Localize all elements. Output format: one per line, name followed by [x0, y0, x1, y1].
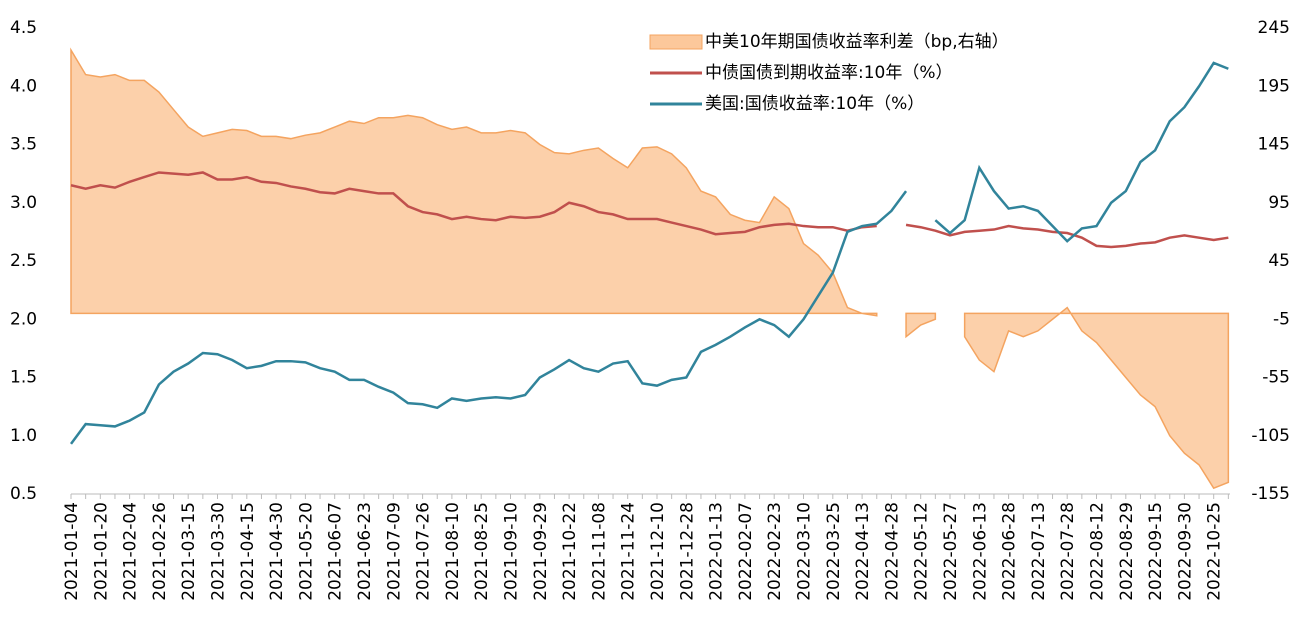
- x-tick-label: 2021-09-29: [531, 502, 551, 601]
- x-tick-label: 2021-02-04: [121, 502, 141, 601]
- y-tick-label: 4.5: [10, 18, 37, 38]
- area: [70, 47, 1230, 490]
- y2-tick-label: -155: [1251, 484, 1290, 504]
- x-tick-label: 2022-02-23: [765, 502, 785, 601]
- x-tick-label: 2022-06-13: [970, 502, 990, 601]
- y-tick-label: 3.5: [10, 135, 37, 155]
- x-tick-label: 2022-01-13: [707, 502, 727, 601]
- y-tick-label: 1.5: [10, 368, 37, 388]
- x-tick-label: 2021-06-23: [355, 502, 375, 601]
- x-tick-label: 2022-04-28: [882, 502, 902, 601]
- x-tick-label: 2021-04-30: [267, 502, 287, 601]
- x-tick-label: 2022-02-07: [736, 502, 756, 601]
- x-tick-label: 2022-05-27: [941, 502, 961, 601]
- x-tick-label: 2022-10-25: [1205, 502, 1225, 601]
- x-tick-label: 2022-03-10: [795, 502, 815, 601]
- y-tick-label: 4.0: [10, 76, 37, 96]
- y-tick-label: 0.5: [10, 484, 37, 504]
- x-tick-label: 2022-09-30: [1175, 502, 1195, 601]
- x-tick-label: 2021-03-15: [179, 502, 199, 601]
- y-tick-label: 1.0: [10, 426, 37, 446]
- x-tick-label: 2021-10-22: [560, 502, 580, 601]
- x-tick-label: 2022-03-25: [824, 502, 844, 601]
- y2-tick-label: 145: [1258, 135, 1290, 155]
- x-tick-label: 2021-12-28: [677, 502, 697, 601]
- y-tick-label: 3.0: [10, 193, 37, 213]
- x-tick-label: 2021-02-26: [150, 502, 170, 601]
- x-tick-label: 2021-07-26: [414, 502, 434, 601]
- legend-label: 中美10年期国债收益率利差（bp,右轴）: [705, 32, 1009, 52]
- x-tick-label: 2021-11-24: [619, 502, 639, 601]
- x-tick-label: 2021-06-07: [326, 502, 346, 601]
- x-tick-label: 2021-08-25: [472, 502, 492, 601]
- x-tick-label: 2021-05-20: [296, 502, 316, 601]
- y2-tick-label: -55: [1262, 368, 1290, 388]
- x-tick-label: 2021-01-04: [62, 502, 82, 601]
- x-tick-label: 2021-04-15: [238, 502, 258, 601]
- y2-tick-label: 95: [1268, 193, 1290, 213]
- x-tick-label: 2021-03-30: [209, 502, 229, 601]
- x-tick-label: 2022-06-28: [1000, 502, 1020, 601]
- line: [69, 61, 1229, 445]
- y2-tick-label: 45: [1268, 251, 1290, 271]
- y-tick-label: 2.0: [10, 309, 37, 329]
- x-tick-label: 2021-12-10: [648, 502, 668, 601]
- x-tick-label: 2021-07-09: [384, 502, 404, 601]
- x-tick-label: 2021-09-10: [502, 502, 522, 601]
- x-tick-label: 2022-07-28: [1058, 502, 1078, 601]
- y-tick-label: 2.5: [10, 251, 37, 271]
- x-tick-label: 2022-08-12: [1088, 502, 1108, 601]
- x-tick-label: 2022-05-12: [912, 502, 932, 601]
- x-tick-label: 2022-08-29: [1117, 502, 1137, 601]
- line: [70, 171, 1229, 249]
- x-tick-label: 2021-08-10: [443, 502, 463, 601]
- legend-label: 美国:国债收益率:10年（%）: [705, 94, 924, 114]
- y2-tick-label: -5: [1273, 309, 1290, 329]
- y2-tick-label: 195: [1258, 76, 1290, 96]
- legend-swatch: [649, 34, 703, 50]
- legend-label: 中债国债到期收益率:10年（%）: [705, 63, 953, 83]
- y2-tick-label: 245: [1258, 18, 1290, 38]
- x-tick-label: 2021-01-20: [91, 502, 111, 601]
- y2-tick-label: -105: [1251, 426, 1290, 446]
- x-tick-label: 2022-09-15: [1146, 502, 1166, 601]
- x-tick-label: 2022-07-13: [1029, 502, 1049, 601]
- x-tick-label: 2021-11-08: [589, 502, 609, 601]
- x-tick-label: 2022-04-13: [853, 502, 873, 601]
